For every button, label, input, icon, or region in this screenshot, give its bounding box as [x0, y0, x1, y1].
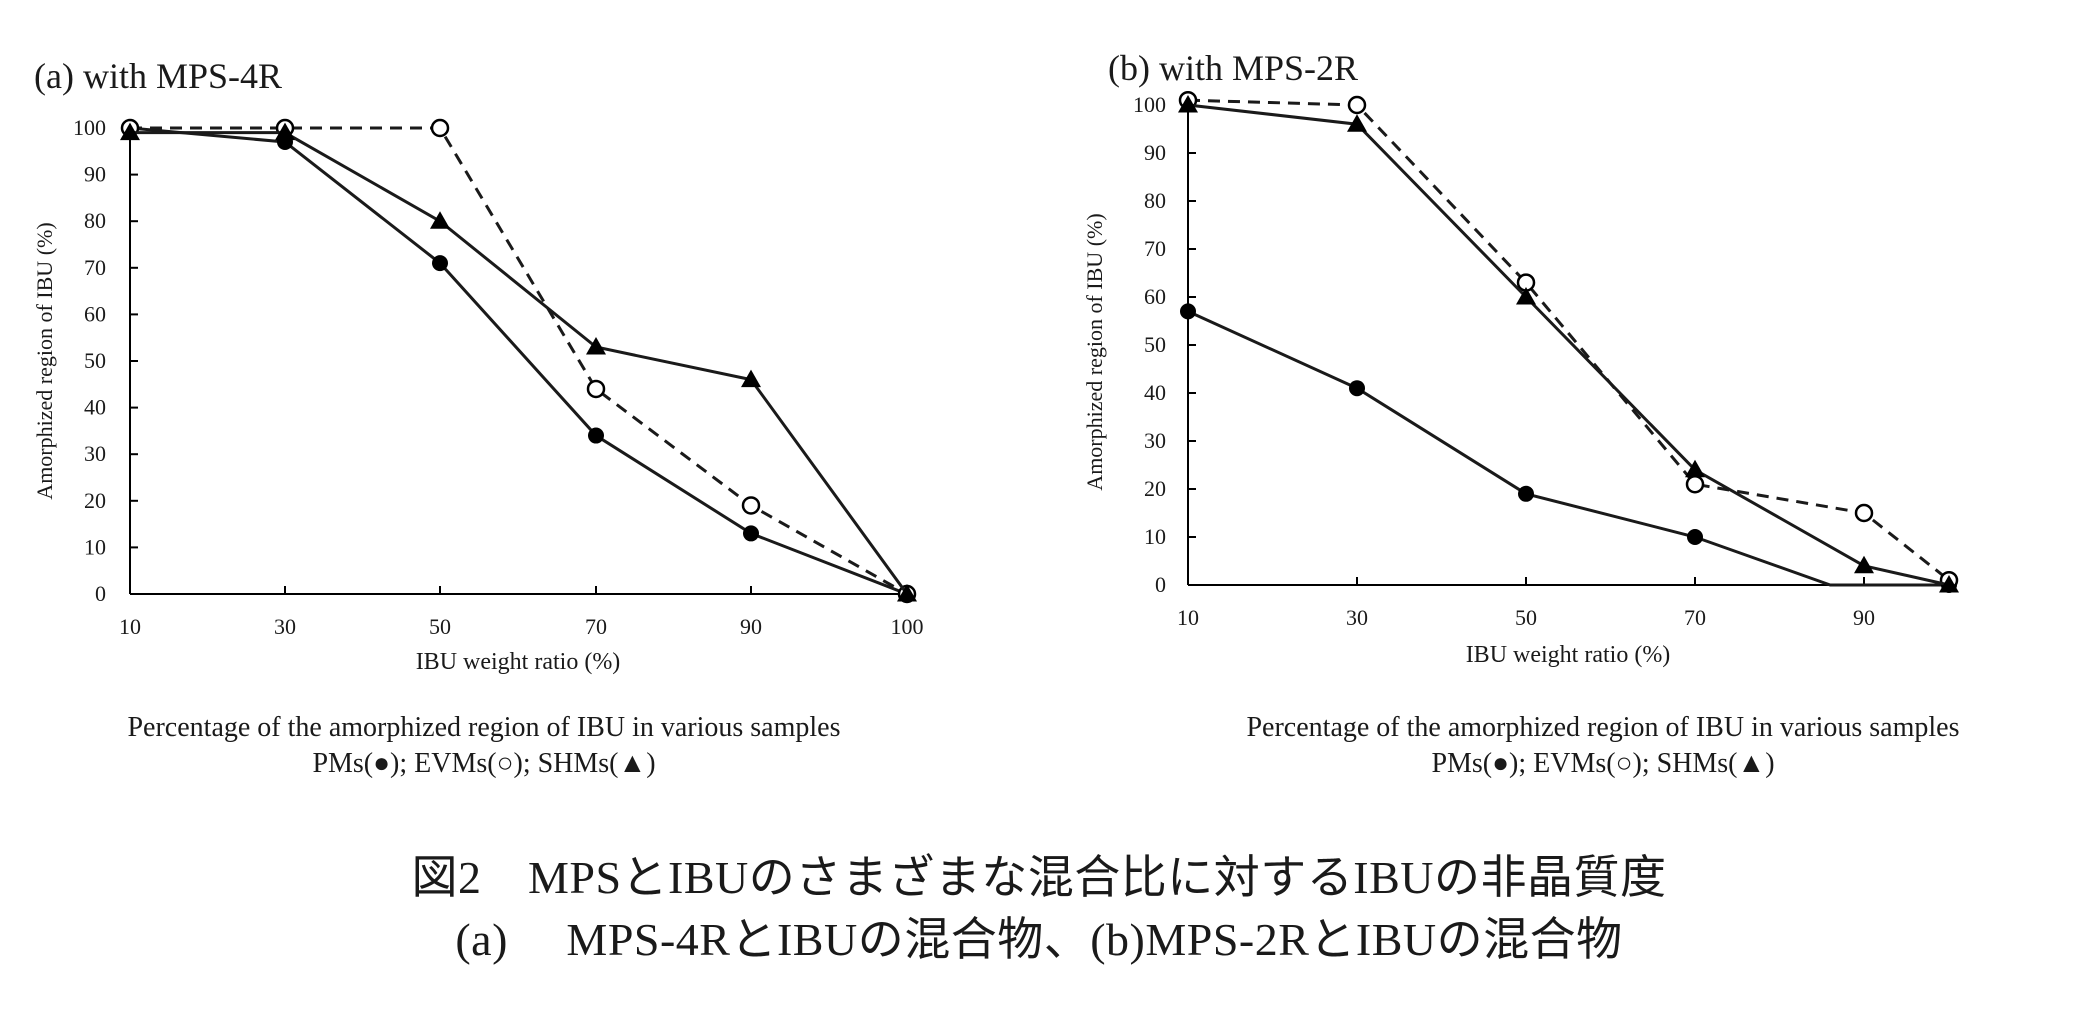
data-point-triangle — [1516, 287, 1536, 305]
panel-a-series — [120, 118, 917, 604]
data-point-triangle — [586, 337, 606, 355]
y-tick-label: 10 — [1144, 524, 1166, 549]
panel-b-y-axis-label: Amorphized region of IBU (%) — [1082, 213, 1107, 490]
data-point-open-circle — [1347, 95, 1367, 115]
data-point-open-circle — [430, 118, 450, 138]
panel-b-series — [1178, 90, 1959, 593]
x-tick-label: 70 — [1684, 605, 1706, 630]
series-line-filled-triangle — [1187, 103, 1950, 587]
x-tick-label: 50 — [429, 614, 451, 639]
y-tick-label: 80 — [1144, 188, 1166, 213]
y-tick-label: 70 — [84, 255, 106, 280]
y-tick-label: 100 — [73, 115, 106, 140]
y-tick-label: 40 — [84, 395, 106, 420]
data-point-triangle — [897, 584, 917, 602]
y-tick-label: 50 — [1144, 332, 1166, 357]
data-point-filled-circle — [432, 255, 448, 272]
data-point-triangle — [1178, 95, 1198, 113]
y-tick-label: 90 — [1144, 140, 1166, 165]
y-tick-label: 10 — [84, 534, 106, 559]
y-tick-label: 80 — [84, 208, 106, 233]
y-tick-label: 0 — [1155, 572, 1166, 597]
panel-b-ticks: 0 10 20 30 40 50 60 70 80 90 100 10 30 50 70 90 — [1133, 92, 1875, 630]
y-tick-label: 50 — [84, 348, 106, 373]
series-line-filled-circle — [129, 126, 908, 596]
x-tick-label: 100 — [891, 614, 924, 639]
y-tick-label: 60 — [84, 301, 106, 326]
x-tick-label: 10 — [1177, 605, 1199, 630]
series-line-open-circle — [130, 126, 908, 596]
chart-panel-b: (b) with MPS-2R Amorphized region of IBU… — [1082, 48, 1960, 779]
figure-caption-line-2: (a) MPS-4RとIBUの混合物、(b)MPS-2RとIBUの混合物 — [455, 914, 1623, 965]
x-tick-label: 30 — [1346, 605, 1368, 630]
panel-a-title: (a) with MPS-4R — [34, 56, 282, 96]
y-tick-label: 60 — [1144, 284, 1166, 309]
panel-b-caption: Percentage of the amorphized region of I… — [1246, 712, 1959, 743]
panel-a-caption: Percentage of the amorphized region of I… — [127, 712, 840, 743]
data-point-filled-circle — [743, 525, 759, 542]
y-tick-label: 100 — [1133, 92, 1166, 117]
series-line-filled-triangle — [130, 131, 909, 595]
y-tick-label: 40 — [1144, 380, 1166, 405]
y-tick-label: 0 — [95, 581, 106, 606]
data-point-filled-circle — [1180, 303, 1196, 320]
data-point-open-circle — [741, 496, 761, 515]
data-point-open-circle — [1854, 503, 1874, 523]
data-point-filled-circle — [588, 427, 604, 444]
panel-a-ticks: 0 10 20 30 40 50 60 70 80 90 100 10 30 50 70 90 100 — [73, 115, 924, 639]
x-tick-label: 70 — [585, 614, 607, 639]
data-point-triangle — [120, 122, 140, 141]
x-tick-label: 90 — [1853, 605, 1875, 630]
data-point-triangle — [1939, 575, 1959, 593]
x-tick-label: 30 — [274, 614, 296, 639]
series-line-filled-circle — [1187, 310, 1949, 587]
data-point-filled-circle — [1349, 380, 1365, 397]
y-tick-label: 90 — [84, 162, 106, 187]
data-point-open-circle — [586, 379, 606, 399]
data-point-filled-circle — [1687, 529, 1703, 545]
data-point-filled-circle — [1518, 485, 1534, 502]
panel-b-legend: PMs(●); EVMs(○); SHMs(▲) — [1431, 748, 1774, 779]
x-tick-label: 90 — [740, 614, 762, 639]
data-point-open-circle — [1685, 474, 1705, 494]
chart-panel-a: (a) with MPS-4R Amorphized region of IBU… — [32, 56, 924, 779]
y-tick-label: 70 — [1144, 236, 1166, 261]
figure-caption-line-1: 図2 MPSとIBUのさまざまな混合比に対するIBUの非晶質度 — [411, 852, 1667, 903]
x-tick-label: 50 — [1515, 605, 1537, 630]
panel-a-legend: PMs(●); EVMs(○); SHMs(▲) — [312, 748, 655, 779]
data-point-triangle — [1347, 114, 1367, 132]
x-tick-label: 10 — [119, 614, 141, 639]
panel-b-title: (b) with MPS-2R — [1108, 48, 1358, 88]
y-tick-label: 20 — [1144, 476, 1166, 501]
data-point-triangle — [1854, 555, 1874, 574]
data-point-triangle — [1685, 459, 1705, 478]
y-tick-label: 30 — [84, 441, 106, 466]
panel-a-y-axis-label: Amorphized region of IBU (%) — [32, 222, 57, 499]
y-tick-label: 20 — [84, 488, 106, 513]
panel-b-x-axis-label: IBU weight ratio (%) — [1466, 642, 1671, 668]
data-point-triangle — [275, 122, 295, 141]
y-tick-label: 30 — [1144, 428, 1166, 453]
data-point-triangle — [741, 369, 761, 388]
data-point-triangle — [430, 211, 450, 229]
panel-a-x-axis-label: IBU weight ratio (%) — [416, 649, 621, 675]
